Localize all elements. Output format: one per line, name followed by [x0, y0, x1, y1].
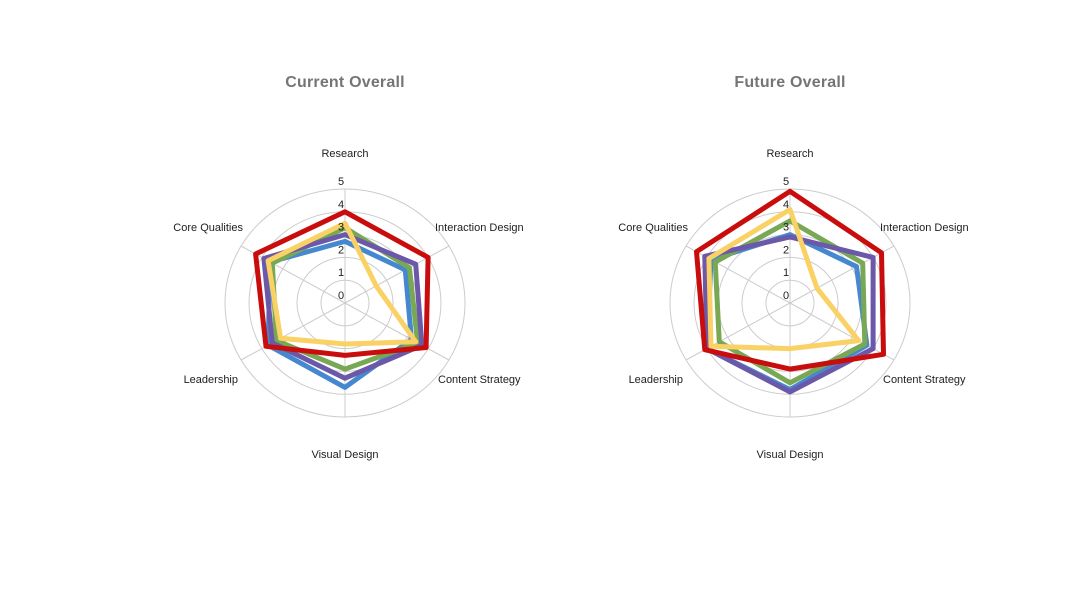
radar-svg-current: 0 1 2 3 4 5 Research Interaction Design Content … — [173, 148, 524, 461]
grid-spoke — [344, 245, 450, 304]
axis-label-core-qualities: Core Qualities — [173, 222, 243, 234]
radar-chart-future: Future Overall 0 1 2 3 4 5 Research Interaction… — [555, 0, 1025, 612]
grid-spoke — [789, 245, 895, 304]
series-red — [253, 209, 431, 358]
tick-label: 0 — [338, 290, 344, 302]
tick-label: 3 — [783, 222, 789, 234]
series-purple — [261, 232, 425, 381]
radar-svg-future: 0 1 2 3 4 5 Research Interaction Design Content … — [618, 148, 969, 461]
series-red — [694, 188, 886, 372]
axis-label-research: Research — [321, 148, 368, 160]
axis-label-research: Research — [766, 148, 813, 160]
tick-label: 1 — [338, 267, 344, 279]
tick-label: 2 — [338, 244, 344, 256]
grid-spoke — [240, 245, 346, 304]
chart-title-current: Current Overall — [285, 74, 405, 91]
grid-spoke — [789, 302, 895, 361]
grid-spoke — [344, 302, 450, 361]
axis-label-content-strategy: Content Strategy — [883, 374, 966, 386]
axis-label-content-strategy: Content Strategy — [438, 374, 521, 386]
axis-label-core-qualities: Core Qualities — [618, 222, 688, 234]
axis-label-leadership: Leadership — [184, 374, 238, 386]
tick-label: 0 — [783, 290, 789, 302]
series-green — [712, 218, 868, 386]
series-green — [269, 225, 421, 372]
grid-spoke — [240, 302, 346, 361]
chart-title-future: Future Overall — [734, 74, 846, 91]
tick-label: 5 — [783, 176, 789, 188]
tick-label: 3 — [338, 222, 344, 234]
tick-label: 4 — [338, 199, 344, 211]
axis-label-leadership: Leadership — [629, 374, 683, 386]
tick-label: 4 — [783, 199, 789, 211]
axis-label-visual-design: Visual Design — [311, 449, 378, 461]
series-yellow — [706, 207, 862, 352]
radar-chart-current: Current Overall 0 1 2 3 4 5 Research Interactio… — [110, 0, 580, 612]
series-purple — [702, 234, 876, 395]
axis-label-visual-design: Visual Design — [756, 449, 823, 461]
axis-label-interaction-design: Interaction Design — [435, 222, 524, 234]
tick-label: 1 — [783, 267, 789, 279]
axis-label-interaction-design: Interaction Design — [880, 222, 969, 234]
tick-label: 5 — [338, 176, 344, 188]
series-yellow — [265, 220, 419, 347]
tick-label: 2 — [783, 244, 789, 256]
